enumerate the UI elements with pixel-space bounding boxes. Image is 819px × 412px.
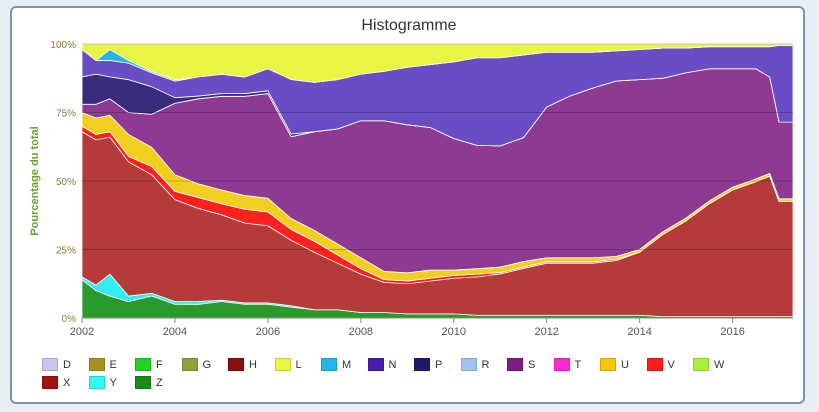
legend-item-x[interactable]: X bbox=[42, 376, 89, 389]
legend-swatch bbox=[135, 358, 151, 371]
legend-label: R bbox=[481, 358, 490, 371]
legend-label: S bbox=[528, 358, 536, 371]
x-tick-label: 2004 bbox=[163, 326, 187, 338]
legend-label: U bbox=[621, 358, 629, 371]
legend-label: F bbox=[156, 358, 163, 371]
legend-label: E bbox=[109, 358, 117, 371]
legend-swatch bbox=[42, 358, 58, 371]
legend-item-m[interactable]: M bbox=[321, 358, 368, 371]
y-tick-label: 0% bbox=[62, 314, 77, 325]
legend-swatch bbox=[88, 358, 105, 371]
legend-swatch bbox=[507, 358, 523, 371]
x-tick-label: 2012 bbox=[534, 326, 558, 338]
legend-label: Z bbox=[156, 376, 163, 389]
legend-item-g[interactable]: G bbox=[181, 358, 229, 371]
legend-item-e[interactable]: E bbox=[88, 358, 136, 371]
legend-item-v[interactable]: V bbox=[646, 358, 694, 371]
legend-swatch bbox=[181, 358, 198, 371]
legend-swatch bbox=[367, 358, 384, 371]
legend-swatch bbox=[460, 358, 477, 371]
stacked-area-chart: Histogramme 0% 25% 50% 75% 100% 2002 2004 2006 20… bbox=[29, 17, 794, 338]
legend-swatch bbox=[135, 376, 151, 389]
legend-label: N bbox=[388, 358, 397, 371]
y-tick-label: 75% bbox=[56, 109, 76, 120]
legend-swatch bbox=[88, 376, 105, 389]
legend-swatch bbox=[414, 358, 430, 371]
legend-label: G bbox=[202, 358, 212, 371]
legend-item-u[interactable]: U bbox=[600, 358, 647, 371]
area-series-l bbox=[81, 43, 794, 83]
legend-item-f[interactable]: F bbox=[135, 358, 182, 371]
legend-item-d[interactable]: D bbox=[42, 358, 89, 371]
legend-swatch bbox=[693, 358, 709, 371]
legend-item-s[interactable]: S bbox=[507, 358, 554, 371]
chart-title: Histogramme bbox=[361, 17, 456, 34]
legend-label: D bbox=[63, 358, 71, 371]
x-tick-label: 2002 bbox=[70, 326, 94, 338]
legend-swatch bbox=[321, 358, 337, 371]
y-axis-title: Pourcentage du total bbox=[29, 126, 41, 235]
legend-swatch bbox=[42, 376, 58, 389]
legend-item-h[interactable]: H bbox=[228, 358, 275, 371]
y-tick-label: 25% bbox=[56, 246, 76, 257]
legend-label: V bbox=[667, 358, 675, 371]
legend-label: P bbox=[435, 358, 443, 371]
legend-item-r[interactable]: R bbox=[460, 358, 508, 371]
legend-item-z[interactable]: Z bbox=[135, 376, 182, 389]
legend-item-p[interactable]: P bbox=[414, 358, 461, 371]
x-tick-label: 2010 bbox=[442, 326, 466, 338]
legend-item-y[interactable]: Y bbox=[88, 376, 136, 389]
legend-swatch bbox=[274, 358, 291, 371]
legend-item-w[interactable]: W bbox=[693, 358, 740, 371]
legend-swatch bbox=[228, 358, 244, 371]
legend-item-n[interactable]: N bbox=[367, 358, 415, 371]
x-tick-label: 2006 bbox=[256, 326, 280, 338]
legend-label: T bbox=[574, 358, 582, 371]
legend-label: Y bbox=[109, 376, 117, 389]
legend: D E F G H L M N P R S T U V W X Y Z bbox=[42, 358, 782, 389]
legend-label: H bbox=[249, 358, 257, 371]
legend-swatch bbox=[600, 358, 616, 371]
x-tick-label: 2016 bbox=[720, 326, 744, 338]
chart-panel: Histogramme 0% 25% 50% 75% 100% 2002 2004 2006 20… bbox=[10, 6, 805, 404]
x-tick-label: 2008 bbox=[349, 326, 373, 338]
legend-swatch bbox=[553, 358, 570, 371]
legend-item-t[interactable]: T bbox=[553, 358, 601, 371]
legend-label: M bbox=[342, 358, 352, 371]
legend-label: W bbox=[714, 358, 725, 371]
legend-item-l[interactable]: L bbox=[274, 358, 322, 371]
x-tick-label: 2014 bbox=[627, 326, 651, 338]
legend-swatch bbox=[646, 358, 663, 371]
legend-label: L bbox=[295, 358, 302, 371]
y-tick-label: 50% bbox=[56, 177, 76, 188]
y-tick-label: 100% bbox=[50, 40, 76, 51]
legend-label: X bbox=[63, 376, 71, 389]
